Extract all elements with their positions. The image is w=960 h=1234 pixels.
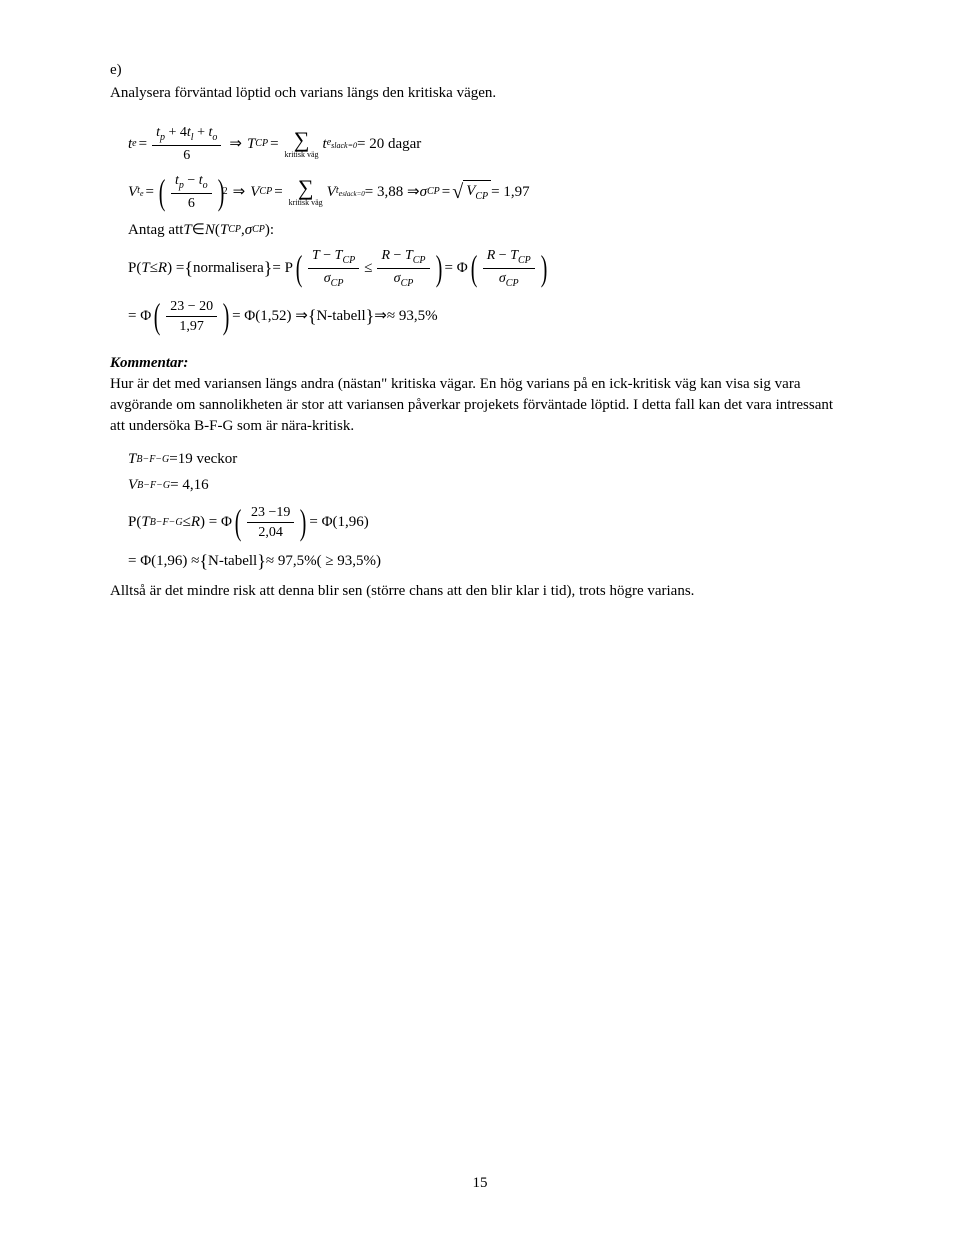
kommentar-title: Kommentar: <box>110 353 850 374</box>
page-number: 15 <box>0 1173 960 1194</box>
kommentar-text: Hur är det med variansen längs andra (nä… <box>110 374 850 437</box>
math-line-vte: Vte = ( tp − to 6 )2 ⇒ VCP = ∑ kritisk v… <box>128 170 850 214</box>
math-block-1: te = tp + 4tl + to 6 ⇒ TCP = ∑ kritisk v… <box>128 122 850 339</box>
section-label: e) <box>110 60 850 81</box>
math-line-res2: = Φ(1,96) ≈ {N-tabell} ≈ 97,5% ( ≥ 93,5%… <box>128 549 850 575</box>
math-line-ptr: P(T ≤ R) = {normalisera} = P ( T − TCP σ… <box>128 246 850 291</box>
math-block-2: TB−F−G =19 veckor VB−F−G = 4,16 P(TB−F−G… <box>128 449 850 575</box>
intro-text: Analysera förväntad löptid och varians l… <box>110 83 850 104</box>
conclusion: Alltså är det mindre risk att denna blir… <box>110 581 850 602</box>
math-line-te: te = tp + 4tl + to 6 ⇒ TCP = ∑ kritisk v… <box>128 122 850 166</box>
math-line-antag: Antag att T ∈ N(TCP, σCP) : <box>128 218 850 242</box>
math-line-tbfg: TB−F−G =19 veckor <box>128 449 850 471</box>
math-line-vbfg: VB−F−G = 4,16 <box>128 475 850 497</box>
math-line-pbfg: P(TB−F−G ≤ R) = Φ ( 23 −19 2,04 ) = Φ(1,… <box>128 501 850 545</box>
math-line-phi: = Φ ( 23 − 20 1,97 ) = Φ(1,52) ⇒ {N-tabe… <box>128 295 850 339</box>
